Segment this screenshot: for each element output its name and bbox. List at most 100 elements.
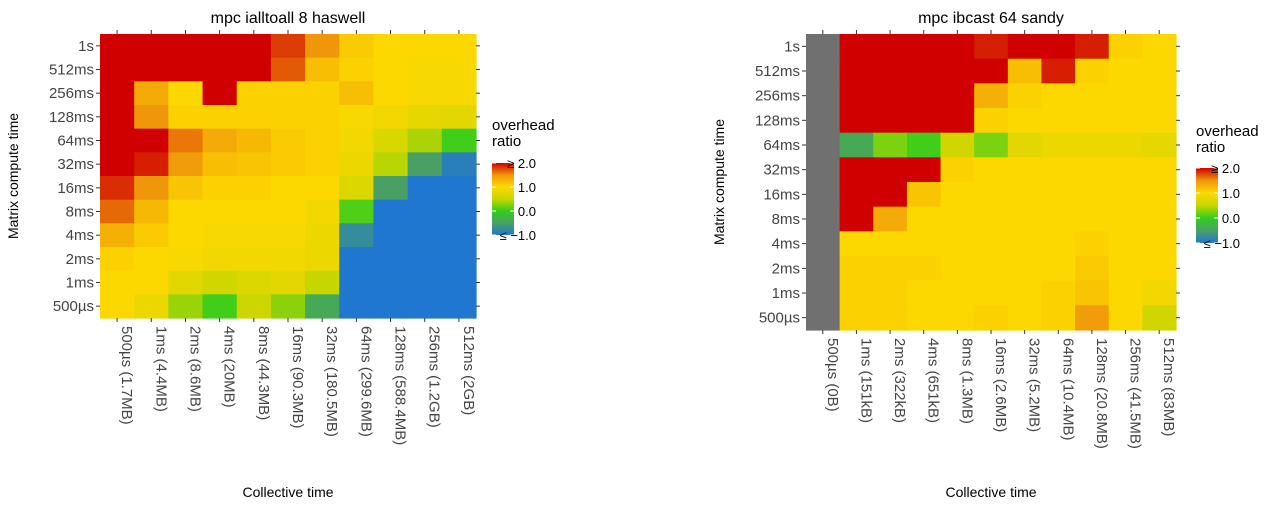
chart2-cell-r6-c4 xyxy=(940,182,975,208)
chart1-x-axis-label: Collective time xyxy=(242,484,333,500)
chart1-cell-r9-c4 xyxy=(236,247,272,272)
chart2-xtick-label: 8ms (1.3MB) xyxy=(958,338,975,424)
chart2-legend-tick-label: 1.0 xyxy=(1222,186,1240,201)
chart1-cell-r8-c3 xyxy=(202,223,238,248)
chart2-xtick-label: 500µs (0B) xyxy=(824,338,841,412)
chart2-cell-r7-c8 xyxy=(1075,206,1110,232)
chart2-cell-r0-c2 xyxy=(873,34,908,60)
chart2-cell-r7-c7 xyxy=(1041,206,1076,232)
chart1-xtick-label: 128ms (588.4MB) xyxy=(392,326,409,445)
chart2-cell-r5-c2 xyxy=(873,157,908,183)
chart1-cell-r4-c3 xyxy=(202,128,238,153)
chart2-cell-r4-c9 xyxy=(1108,132,1143,158)
chart1-xtick-label: 64ms (299.6MB) xyxy=(357,326,374,437)
chart2-cell-r9-c7 xyxy=(1041,256,1076,282)
chart2-cell-r3-c3 xyxy=(906,108,942,134)
chart1-cell-r0-c6 xyxy=(305,34,340,59)
chart1-ytick-label: 2ms xyxy=(66,251,94,268)
chart2-cell-r5-c0 xyxy=(806,157,841,183)
chart1-cell-r9-c7 xyxy=(339,247,375,272)
chart1-cell-r1-c0 xyxy=(100,57,135,82)
chart1-cell-r1-c3 xyxy=(202,57,238,82)
chart1-title: mpc ialltoall 8 haswell xyxy=(211,10,366,27)
chart1-legend-tick-label: ≤ −1.0 xyxy=(500,228,536,243)
chart2-ytick-label: 1ms xyxy=(772,285,800,302)
chart2-cell-r6-c9 xyxy=(1108,182,1143,208)
chart2-cell-r11-c7 xyxy=(1041,305,1076,331)
chart2-cell-r4-c10 xyxy=(1142,132,1177,158)
chart1-cell-r3-c0 xyxy=(100,105,135,130)
chart1-xtick-label: 500µs (1.7MB) xyxy=(118,326,135,425)
chart1-ytick-label: 32ms xyxy=(57,156,94,173)
chart2-cell-r9-c3 xyxy=(906,256,942,282)
chart1-cell-r11-c3 xyxy=(202,294,238,319)
chart1-cell-r9-c5 xyxy=(270,247,306,272)
chart2-cell-r6-c1 xyxy=(839,182,874,208)
chart1-ytick-label: 128ms xyxy=(49,109,94,126)
chart1-cell-r1-c4 xyxy=(236,57,272,82)
chart2-cell-r10-c4 xyxy=(940,280,975,306)
chart2-cell-r11-c8 xyxy=(1075,305,1110,331)
chart2-cell-r2-c10 xyxy=(1142,83,1177,109)
chart1-cell-r5-c6 xyxy=(305,152,340,177)
chart1-cell-r7-c10 xyxy=(441,199,477,224)
chart2-cell-r2-c8 xyxy=(1075,83,1110,109)
chart2-cell-r1-c5 xyxy=(974,58,1009,84)
chart2-cell-r5-c10 xyxy=(1142,157,1177,183)
chart1-cell-r9-c6 xyxy=(305,247,340,272)
chart2-cell-r8-c2 xyxy=(873,231,908,257)
chart2-cell-r11-c10 xyxy=(1142,305,1177,331)
chart2-cell-r11-c0 xyxy=(806,305,841,331)
chart2-cell-r9-c4 xyxy=(940,256,975,282)
chart2-cell-r7-c0 xyxy=(806,206,841,232)
chart2-cell-r6-c0 xyxy=(806,182,841,208)
chart1-cell-r1-c6 xyxy=(305,57,340,82)
chart2-cell-r9-c10 xyxy=(1142,256,1177,282)
chart2-cell-r7-c2 xyxy=(873,206,908,232)
chart1-cell-r2-c1 xyxy=(134,81,169,106)
chart1-cell-r3-c4 xyxy=(236,105,272,130)
chart1-cell-r7-c8 xyxy=(373,199,409,224)
chart2-ytick-label: 512ms xyxy=(755,63,800,80)
chart1-cell-r5-c7 xyxy=(339,152,375,177)
chart2-cell-r11-c2 xyxy=(873,305,908,331)
chart1-ytick-label: 64ms xyxy=(57,133,94,150)
chart1-cell-r7-c4 xyxy=(236,199,272,224)
chart1-xtick-label: 1ms (4.4MB) xyxy=(152,326,169,412)
chart2-xtick-label: 256ms (41.5MB) xyxy=(1127,338,1144,449)
chart2-cell-r7-c3 xyxy=(906,206,942,232)
chart1-cell-r11-c4 xyxy=(236,294,272,319)
chart2-cell-r1-c0 xyxy=(806,58,841,84)
chart1-cell-r4-c10 xyxy=(441,128,477,153)
chart2-cell-r1-c9 xyxy=(1108,58,1143,84)
chart2-xtick-label: 2ms (322kB) xyxy=(891,338,908,423)
chart2-cell-r3-c8 xyxy=(1075,108,1110,134)
chart2-cell-r1-c10 xyxy=(1142,58,1177,84)
chart2-cell-r5-c3 xyxy=(906,157,942,183)
chart1-cell-r0-c0 xyxy=(100,34,135,59)
chart2-cell-r2-c5 xyxy=(974,83,1009,109)
chart2-cell-r7-c4 xyxy=(940,206,975,232)
chart1-cell-r8-c4 xyxy=(236,223,272,248)
chart1-cell-r0-c9 xyxy=(407,34,443,59)
chart2-cell-r10-c6 xyxy=(1007,280,1043,306)
chart2-cell-r9-c6 xyxy=(1007,256,1043,282)
chart2-cell-r4-c2 xyxy=(873,132,908,158)
chart1-cell-r4-c2 xyxy=(168,128,204,153)
chart2-cell-r9-c9 xyxy=(1108,256,1143,282)
chart1-cell-r4-c5 xyxy=(270,128,306,153)
chart2-cell-r2-c7 xyxy=(1041,83,1076,109)
chart2-cell-r0-c4 xyxy=(940,34,975,60)
chart2-cell-r0-c0 xyxy=(806,34,841,60)
chart2-cell-r1-c4 xyxy=(940,58,975,84)
chart1-cell-r5-c10 xyxy=(441,152,477,177)
chart1-cell-r8-c7 xyxy=(339,223,375,248)
chart2-cell-r4-c1 xyxy=(839,132,874,158)
chart1-cell-r10-c3 xyxy=(202,270,238,295)
chart2-cell-r3-c5 xyxy=(974,108,1009,134)
chart1-cell-r8-c2 xyxy=(168,223,204,248)
chart2-cell-r0-c3 xyxy=(906,34,942,60)
chart1-xtick-label: 512ms (2GB) xyxy=(460,326,477,415)
chart1-cell-r10-c5 xyxy=(270,270,306,295)
chart1-xtick-label: 2ms (8.6MB) xyxy=(186,326,203,412)
